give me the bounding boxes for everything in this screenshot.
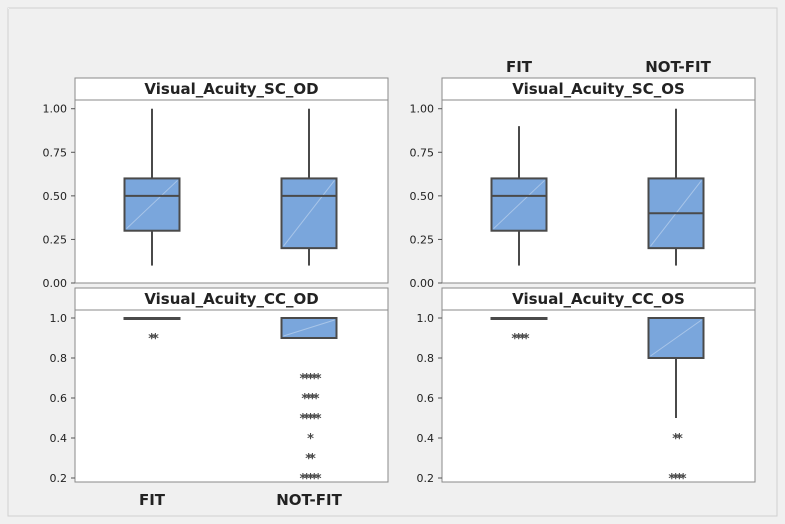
top-label-not-fit: NOT-FIT	[645, 58, 711, 76]
y-tick-label: 0.2	[417, 472, 435, 485]
panel-3: Visual_Acuity_CC_OD0.20.40.60.81.0******…	[50, 287, 389, 487]
box-sheen	[493, 180, 545, 230]
panels: Visual_Acuity_SC_OD0.000.250.500.751.00V…	[43, 77, 756, 487]
bottom-label-not-fit: NOT-FIT	[276, 491, 342, 509]
box-fit: **	[123, 317, 181, 347]
iqr-box	[490, 177, 548, 232]
y-tick-label: 0.4	[50, 432, 68, 445]
y-tick-label: 0.00	[43, 277, 68, 290]
y-tick-label: 0.50	[410, 190, 435, 203]
bottom-label-fit: FIT	[139, 491, 166, 509]
box-not-fit: ******	[647, 317, 705, 487]
y-tick-label: 0.75	[410, 146, 435, 159]
y-tick-label: 0.25	[43, 233, 68, 246]
top-label-fit: FIT	[506, 58, 533, 76]
y-tick-label: 1.00	[43, 103, 68, 116]
panel-title: Visual_Acuity_SC_OD	[144, 80, 318, 98]
y-tick-label: 0.8	[50, 352, 68, 365]
y-tick-label: 0.75	[43, 146, 68, 159]
y-tick-label: 0.4	[417, 432, 435, 445]
panel-title: Visual_Acuity_SC_OS	[512, 80, 685, 98]
panel-1: Visual_Acuity_SC_OD 0.00 0.25 0.50 0.75 1.00	[43, 77, 389, 290]
plot-area	[441, 309, 756, 483]
box-not-fit	[647, 108, 705, 266]
box-fit	[123, 108, 181, 266]
plot-area	[74, 309, 389, 483]
y-tick-label: 1.0	[50, 312, 68, 325]
box-fit	[490, 126, 548, 266]
y-tick-label: 0.6	[50, 392, 68, 405]
y-tick-label: 0.00	[410, 277, 435, 290]
panel-title: Visual_Acuity_CC_OS	[512, 290, 685, 308]
y-tick-label: 0.50	[43, 190, 68, 203]
outlier-marker: *****	[300, 412, 322, 427]
y-tick-label: 1.0	[417, 312, 435, 325]
y-tick-label: 1.00	[410, 103, 435, 116]
y-tick-label: 0.8	[417, 352, 435, 365]
panel-title: Visual_Acuity_CC_OD	[144, 290, 318, 308]
iqr-box	[280, 177, 338, 250]
iqr-box	[123, 177, 181, 232]
unused-anchor	[8, 8, 9, 9]
outlier-marker: *****	[300, 472, 322, 487]
bottom-category-labels: FIT NOT-FIT	[139, 491, 343, 509]
top-category-labels: FIT NOT-FIT	[506, 58, 712, 76]
plot-area	[441, 99, 756, 284]
panel-4: Visual_Acuity_CC_OS 0.2 0.4 0.6 0.8 1.0 ******…	[417, 287, 756, 487]
box-sheen	[283, 180, 335, 247]
y-tick-label: 0.6	[417, 392, 435, 405]
box-sheen	[283, 319, 335, 337]
y-tick-label: 0.25	[410, 233, 435, 246]
box-sheen	[126, 180, 178, 230]
outlier-marker: *****	[300, 372, 322, 387]
y-tick-label: 0.2	[50, 472, 68, 485]
box-sheen	[650, 319, 702, 357]
box-not-fit	[280, 108, 338, 266]
plot-area	[74, 99, 389, 284]
panel-2: Visual_Acuity_SC_OS 0.00 0.25 0.50 0.75 1.00	[410, 77, 756, 290]
